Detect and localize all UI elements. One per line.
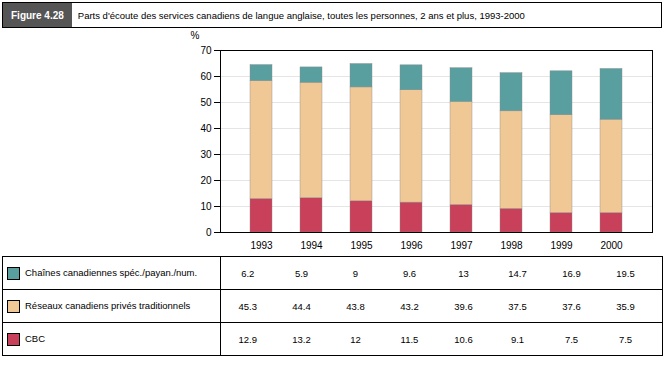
html-text:Figure 4.28: Figure 4.28: [11, 9, 64, 21]
html-text:12: 12: [350, 333, 361, 345]
svg-text:20: 20: [200, 175, 212, 186]
html-text:Réseaux canadiens privés tradi: Réseaux canadiens privés traditionnels: [25, 299, 191, 311]
svg-text:1999: 1999: [550, 240, 573, 251]
html-text:13: 13: [458, 267, 469, 279]
html-text:7.5: 7.5: [564, 333, 579, 345]
svg-text:70: 70: [200, 45, 212, 56]
html-text:9.6: 9.6: [402, 267, 417, 279]
html-text:35.9: 35.9: [616, 300, 635, 312]
html-text:14.7: 14.7: [508, 267, 527, 279]
html-text:19.5: 19.5: [616, 267, 635, 279]
html-text:13.2: 13.2: [292, 333, 311, 345]
html-text:16.9: 16.9: [562, 267, 581, 279]
html-text:37.6: 37.6: [562, 300, 581, 312]
svg-text:40: 40: [200, 123, 212, 134]
svg-text:1995: 1995: [350, 240, 373, 251]
svg-text:2000: 2000: [600, 240, 623, 251]
svg-text:1998: 1998: [500, 240, 523, 251]
html-text:6.2: 6.2: [241, 267, 255, 279]
html-text:7.5: 7.5: [618, 333, 633, 345]
svg-text:1997: 1997: [450, 240, 473, 251]
html-text:Chaînes canadiennes spéc./paya: Chaînes canadiennes spéc./payan./num.: [25, 266, 198, 278]
svg-text:50: 50: [200, 97, 212, 108]
html-text:45.3: 45.3: [238, 300, 257, 312]
svg-text:1996: 1996: [400, 240, 423, 251]
html-text:12.9: 12.9: [238, 333, 257, 345]
html-text:9.1: 9.1: [510, 333, 525, 345]
html-text:39.6: 39.6: [454, 300, 473, 312]
svg-text:60: 60: [200, 71, 212, 82]
svg-text:1994: 1994: [300, 240, 323, 251]
html-text:43.8: 43.8: [346, 300, 365, 312]
html-text:5.9: 5.9: [294, 267, 309, 279]
html-text:Parts d'écoute des services ca: Parts d'écoute des services canadiens de…: [77, 9, 525, 21]
html-text:44.4: 44.4: [292, 300, 311, 312]
html-text:37.5: 37.5: [508, 300, 527, 312]
svg-text:1993: 1993: [250, 240, 273, 251]
svg-text:0: 0: [206, 227, 212, 238]
html-text:CBC: CBC: [25, 332, 46, 344]
html-text:10.6: 10.6: [454, 333, 473, 345]
svg-text:%: %: [191, 30, 200, 41]
html-text:43.2: 43.2: [400, 300, 419, 312]
html-text:11.5: 11.5: [400, 333, 419, 345]
svg-text:30: 30: [200, 149, 212, 160]
svg-text:10: 10: [200, 201, 212, 212]
html-text:9: 9: [352, 267, 359, 279]
